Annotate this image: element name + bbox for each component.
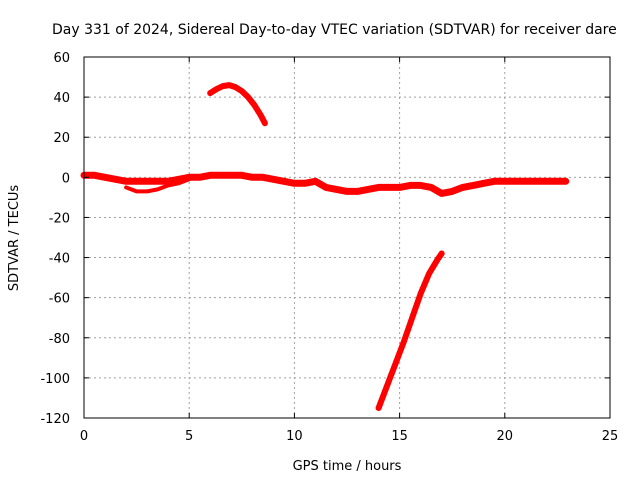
y-tick-label: -80 [49,332,70,347]
axes-ticks: 0 5 10 15 20 25 60 40 20 0 -20 -40 -60 -80 -100 -120 [40,51,618,444]
series-main-band [80,171,570,197]
series-lower-band [124,177,192,194]
x-tick-label: 15 [391,429,408,444]
y-tick-label: -100 [40,372,70,387]
y-tick-label: -120 [40,412,70,427]
series-arc-top [207,82,268,127]
y-tick-label: 60 [53,51,70,66]
chart-title: Day 331 of 2024, Sidereal Day-to-day VTE… [52,22,617,38]
x-tick-label: 0 [80,429,88,444]
series-arc-bottom [375,250,445,411]
y-tick-label: -40 [49,252,70,267]
y-tick-label: 40 [53,91,70,106]
y-tick-label: -60 [49,292,70,307]
data-series [80,82,570,411]
y-tick-label: 0 [62,171,70,186]
plot-frame [83,56,611,419]
x-tick-label: 20 [497,429,514,444]
x-tick-label: 5 [185,429,193,444]
y-tick-label: -20 [49,211,70,226]
y-tick-label: 20 [53,131,70,146]
y-axis-label: SDTVAR / TECUs [7,185,22,292]
grid [84,57,610,418]
x-tick-label: 10 [286,429,303,444]
x-axis-label: GPS time / hours [293,459,402,474]
x-tick-label: 25 [602,429,619,444]
